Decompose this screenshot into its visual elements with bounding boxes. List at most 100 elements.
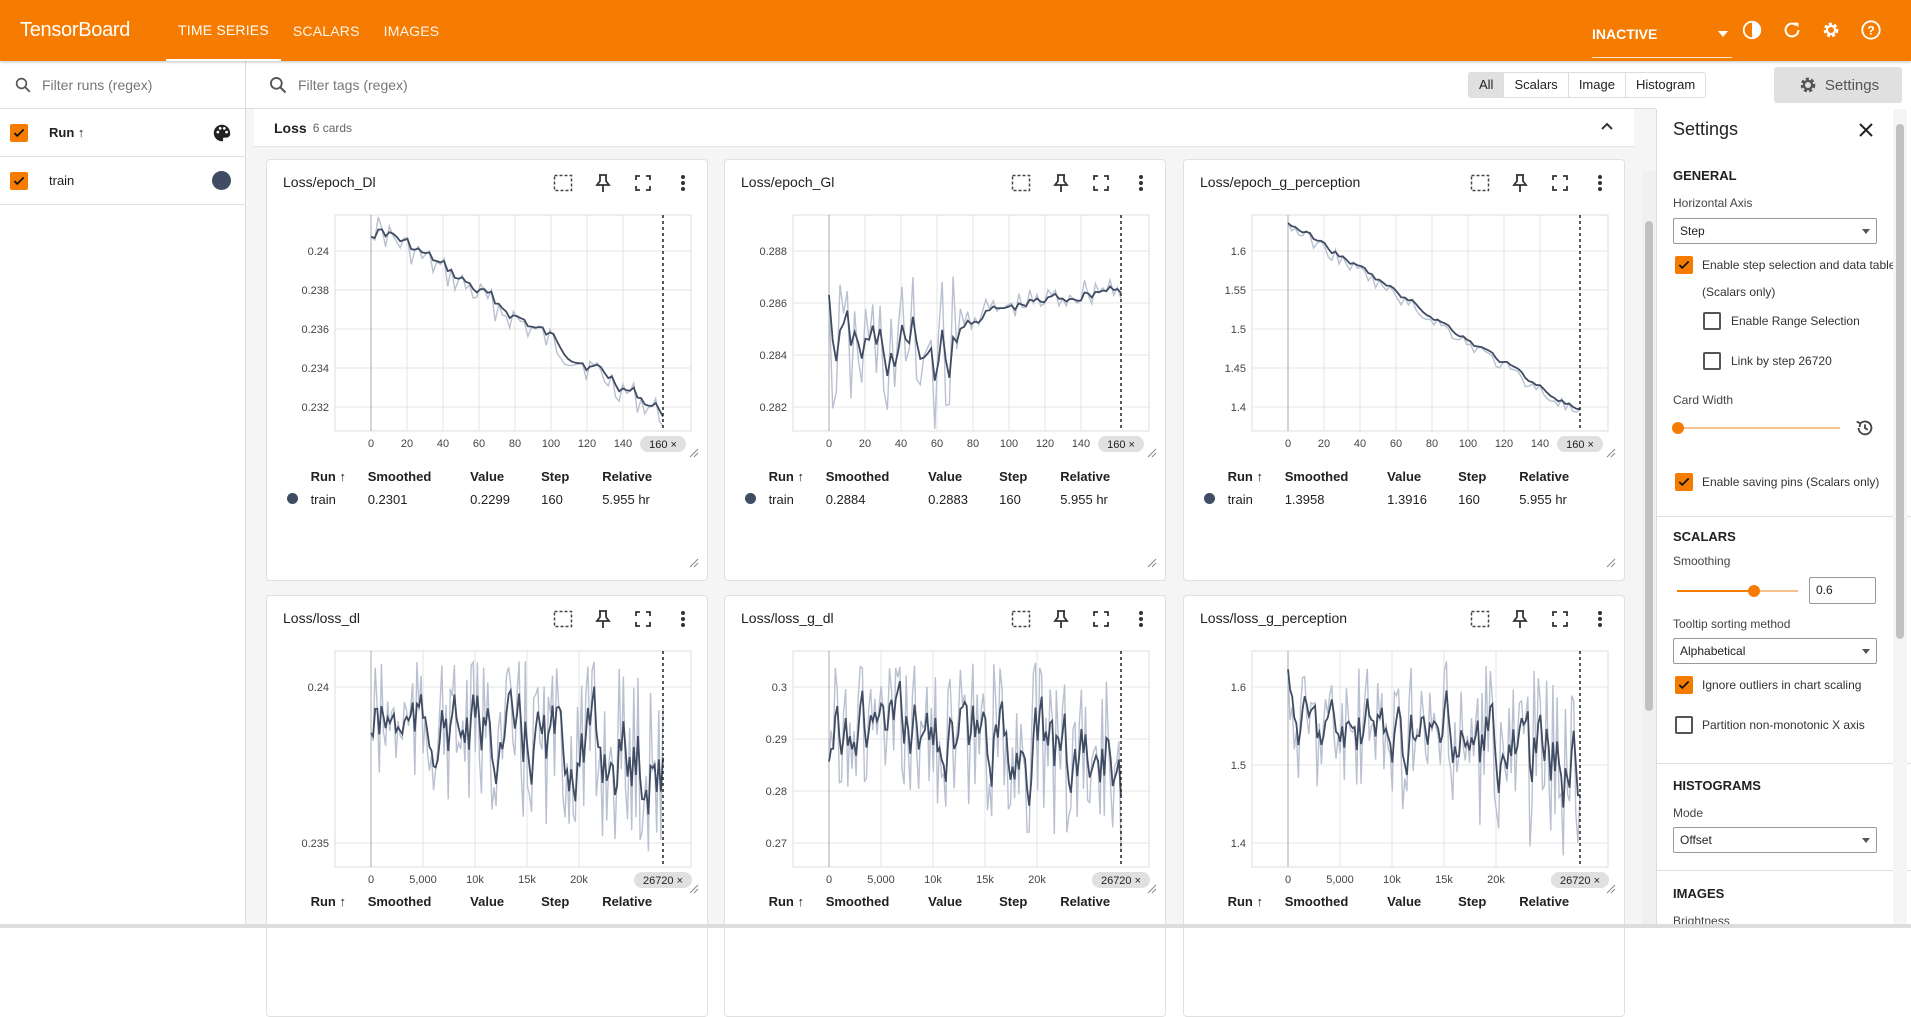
link-by-step-checkbox[interactable] — [1703, 352, 1721, 370]
more-vert-icon[interactable] — [669, 608, 697, 630]
type-scalars-button[interactable]: Scalars — [1504, 73, 1569, 97]
line-chart[interactable]: 0.24 0.238 0.236 0.234 0.232 0 20 40 60 80 100 120 1… — [267, 205, 707, 460]
column-header[interactable]: Run ↑ — [310, 469, 346, 484]
fullscreen-icon[interactable] — [629, 172, 657, 194]
fit-domain-icon[interactable] — [1466, 608, 1494, 630]
resize-handle-icon[interactable] — [1147, 448, 1157, 458]
tab-images[interactable]: IMAGES — [383, 22, 440, 39]
reload-icon[interactable] — [1779, 17, 1805, 43]
column-header[interactable]: Run ↑ — [1227, 894, 1263, 909]
fullscreen-icon[interactable] — [1087, 608, 1115, 630]
resize-handle-icon[interactable] — [689, 884, 699, 894]
column-header[interactable]: Step — [999, 469, 1028, 484]
column-header[interactable]: Step — [999, 894, 1028, 909]
partition-checkbox[interactable] — [1675, 716, 1693, 734]
column-header[interactable]: Value — [1387, 469, 1422, 484]
main-scrollbar[interactable] — [1642, 171, 1656, 928]
theme-toggle-icon[interactable] — [1739, 17, 1765, 43]
column-header[interactable]: Value — [1387, 894, 1422, 909]
column-header[interactable]: Run ↑ — [768, 469, 804, 484]
pin-icon[interactable] — [589, 172, 617, 194]
column-header[interactable]: Smoothed — [825, 894, 890, 909]
smoothing-slider-track[interactable] — [1754, 590, 1798, 592]
column-header[interactable]: Step — [1458, 469, 1487, 484]
tab-scalars[interactable]: SCALARS — [292, 22, 360, 39]
pin-icon[interactable] — [1047, 172, 1075, 194]
runs-filter-input[interactable]: Filter runs (regex) — [42, 76, 153, 93]
type-histogram-button[interactable]: Histogram — [1625, 73, 1706, 97]
pin-icon[interactable] — [589, 608, 617, 630]
run-sort-header[interactable]: Run ↑ — [49, 125, 85, 140]
type-image-button[interactable]: Image — [1568, 73, 1626, 97]
column-header[interactable]: Step — [541, 894, 570, 909]
column-header[interactable]: Run ↑ — [768, 894, 804, 909]
more-vert-icon[interactable] — [1586, 172, 1614, 194]
close-icon[interactable] — [1857, 121, 1875, 139]
step-selection-checkbox[interactable] — [1675, 256, 1693, 274]
more-vert-icon[interactable] — [1127, 608, 1155, 630]
run-color-swatch[interactable] — [212, 171, 231, 190]
line-chart[interactable]: 0.288 0.286 0.284 0.282 0 20 40 60 80 100 120 140 16… — [725, 205, 1165, 460]
fit-domain-icon[interactable] — [549, 608, 577, 630]
column-header[interactable]: Step — [541, 469, 570, 484]
column-header[interactable]: Smoothed — [367, 894, 432, 909]
fullscreen-icon[interactable] — [1546, 172, 1574, 194]
run-checkbox[interactable] — [10, 171, 28, 190]
fullscreen-icon[interactable] — [1546, 608, 1574, 630]
column-header[interactable]: Value — [928, 894, 963, 909]
range-selection-checkbox[interactable] — [1703, 312, 1721, 330]
reset-icon[interactable] — [1854, 417, 1876, 439]
column-header[interactable]: Value — [928, 469, 963, 484]
smoothing-input[interactable]: 0.6 — [1809, 577, 1876, 604]
line-chart[interactable]: 0.3 0.29 0.28 0.27 0 5,000 10k 15k 20k 26720 × — [725, 641, 1165, 896]
type-all-button[interactable]: All — [1469, 73, 1505, 97]
select-all-checkbox[interactable] — [10, 123, 28, 142]
smoothing-slider-knob[interactable] — [1748, 585, 1760, 597]
runs-filter[interactable]: Filter runs (regex) — [0, 61, 245, 109]
tab-time-series[interactable]: TIME SERIES — [166, 0, 281, 61]
column-header[interactable]: Relative — [1060, 469, 1111, 484]
ignore-outliers-checkbox[interactable] — [1675, 676, 1693, 694]
help-icon[interactable]: ? — [1858, 17, 1884, 43]
card-width-slider[interactable] — [1677, 427, 1840, 429]
horizontal-axis-select[interactable]: Step — [1673, 218, 1877, 244]
column-header[interactable]: Relative — [1519, 469, 1570, 484]
fit-domain-icon[interactable] — [1466, 172, 1494, 194]
saving-pins-checkbox[interactable] — [1675, 473, 1693, 491]
column-header[interactable]: Smoothed — [825, 469, 890, 484]
resize-handle-icon[interactable] — [1147, 884, 1157, 894]
pin-icon[interactable] — [1506, 608, 1534, 630]
palette-icon[interactable] — [211, 122, 233, 144]
settings-toggle-button[interactable]: Settings — [1774, 67, 1902, 103]
more-vert-icon[interactable] — [669, 172, 697, 194]
plugin-selector[interactable]: INACTIVE — [1592, 10, 1732, 58]
main-scrollbar-thumb[interactable] — [1645, 221, 1653, 711]
line-chart[interactable]: 1.6 1.5 1.4 0 5,000 10k 15k 20k 26720 × — [1184, 641, 1624, 896]
column-header[interactable]: Step — [1458, 894, 1487, 909]
column-header[interactable]: Relative — [1519, 894, 1570, 909]
fit-domain-icon[interactable] — [1007, 172, 1035, 194]
pin-icon[interactable] — [1047, 608, 1075, 630]
resize-handle-icon[interactable] — [1606, 558, 1616, 568]
tag-filter-input[interactable]: Filter tags (regex) — [298, 76, 408, 93]
fit-domain-icon[interactable] — [1007, 608, 1035, 630]
settings-scrollbar[interactable] — [1893, 109, 1907, 928]
column-header[interactable]: Relative — [602, 469, 653, 484]
smoothing-slider-fill[interactable] — [1677, 590, 1754, 592]
more-vert-icon[interactable] — [1586, 608, 1614, 630]
chevron-up-icon[interactable] — [1600, 121, 1614, 131]
column-header[interactable]: Run ↑ — [1227, 469, 1263, 484]
resize-handle-icon[interactable] — [1606, 884, 1616, 894]
settings-scrollbar-thumb[interactable] — [1896, 124, 1904, 639]
resize-handle-icon[interactable] — [1147, 558, 1157, 568]
column-header[interactable]: Smoothed — [1284, 894, 1349, 909]
run-row[interactable]: train — [0, 157, 245, 205]
card-group-header[interactable]: Loss 6 cards — [254, 109, 1634, 147]
fit-domain-icon[interactable] — [549, 172, 577, 194]
card-width-knob[interactable] — [1672, 422, 1684, 434]
fullscreen-icon[interactable] — [629, 608, 657, 630]
column-header[interactable]: Value — [470, 894, 505, 909]
column-header[interactable]: Relative — [602, 894, 653, 909]
gear-icon[interactable] — [1818, 17, 1844, 43]
resize-handle-icon[interactable] — [1606, 448, 1616, 458]
